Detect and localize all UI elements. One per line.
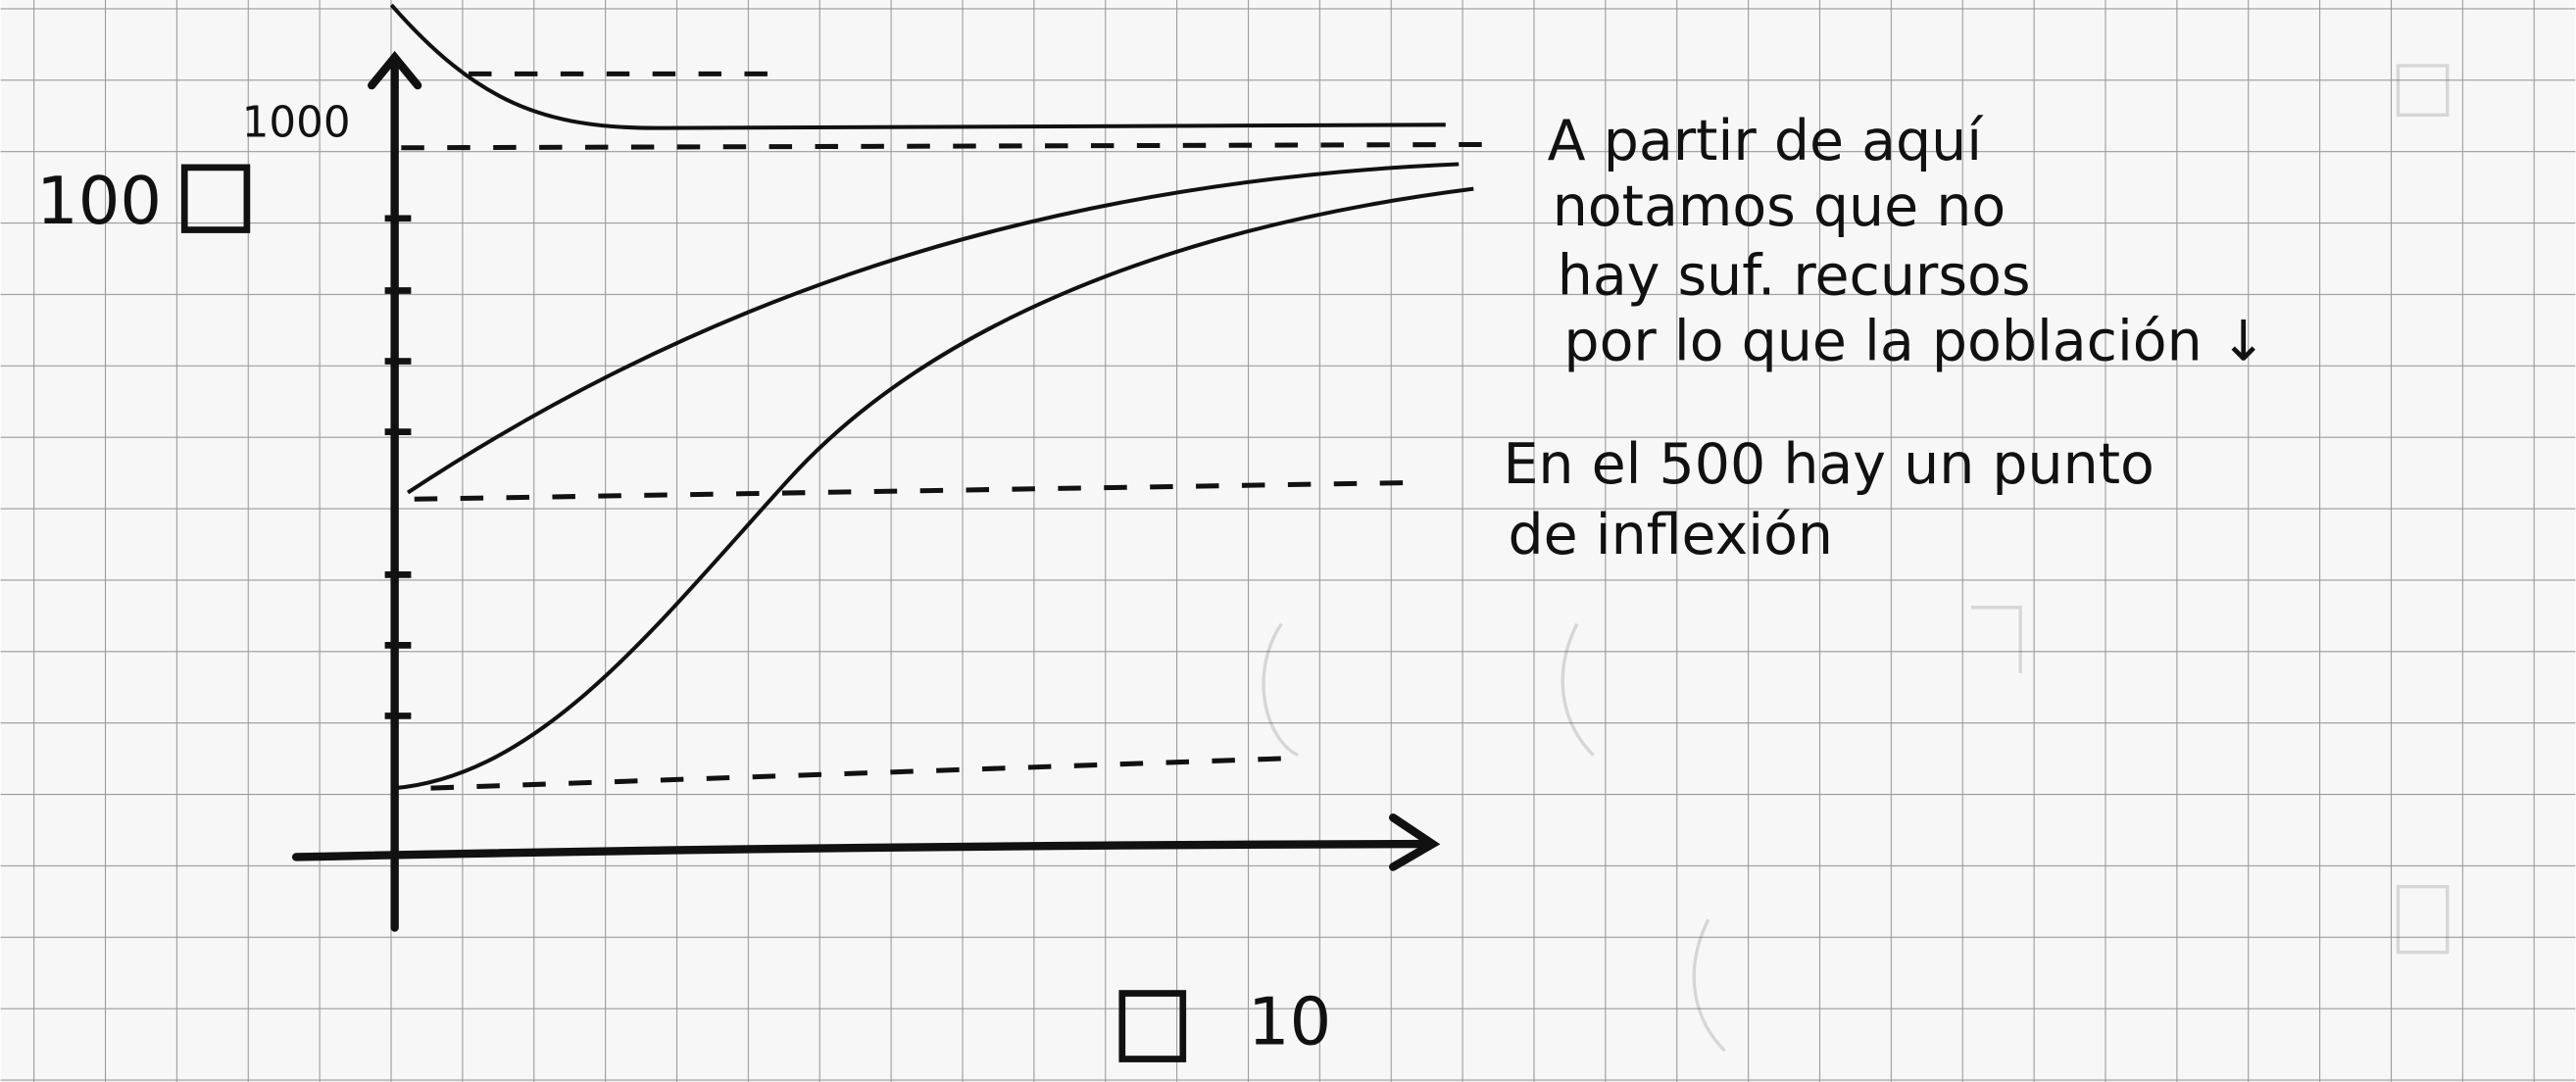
x-unit-label: 10 — [1248, 984, 1331, 1060]
box-icon — [180, 164, 251, 233]
note-line: notamos que no — [1553, 174, 2006, 239]
y-unit-label: 100 — [36, 163, 162, 239]
x-axis-arrow — [1389, 813, 1441, 871]
y-axis-ticks — [384, 215, 412, 719]
upper-curve — [406, 162, 1460, 495]
y-max-label: 1000 — [242, 98, 351, 147]
note-2: En el 500 hay un punto de inflexión — [1503, 432, 2154, 567]
start-line — [430, 756, 1282, 791]
note-line: En el 500 hay un punto — [1503, 432, 2154, 497]
note-1: A partir de aquí notamos que no hay suf.… — [1548, 109, 2267, 373]
x-axis — [291, 839, 1430, 861]
note-line: A partir de aquí — [1548, 109, 1985, 173]
logistic-curve — [394, 186, 1474, 791]
y-axis-arrow — [368, 51, 422, 90]
note-line: hay suf. recursos — [1558, 243, 2031, 308]
note-line: de inflexión — [1508, 503, 1833, 567]
decreasing-curve — [389, 3, 1446, 130]
box-icon — [1118, 990, 1187, 1062]
bleed-through — [1262, 64, 2450, 1053]
note-line: por lo que la población ↓ — [1563, 309, 2266, 373]
